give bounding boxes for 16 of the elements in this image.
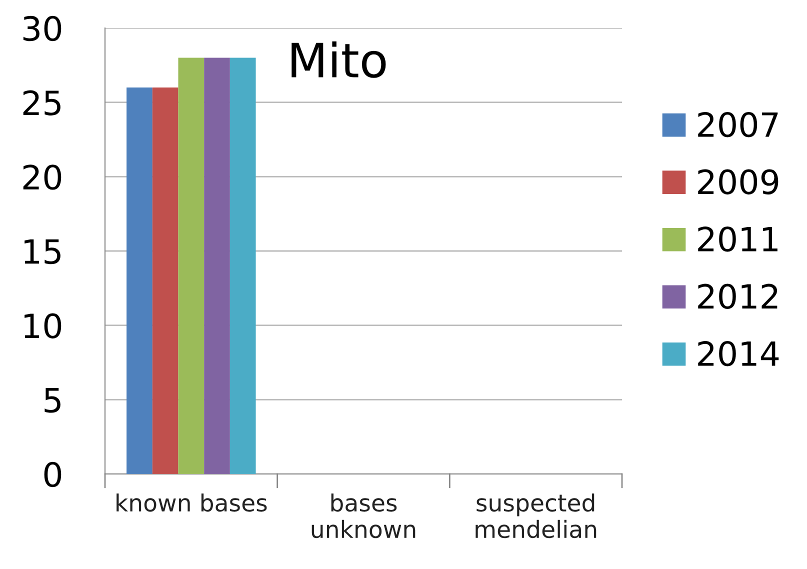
chart-title: Mito [292, 41, 386, 78]
x-tick-label: suspected mendelian [476, 493, 596, 538]
y-tick-label: 5 [44, 388, 60, 413]
y-tick-label: 0 [44, 462, 62, 488]
legend-label: 2009 [698, 169, 778, 194]
y-tick-label: 15 [24, 239, 60, 264]
legend-label: 2014 [698, 341, 779, 366]
y-tick-label: 25 [23, 90, 60, 116]
x-tick-label: bases unknown [312, 493, 416, 538]
legend-label: 2011 [698, 226, 778, 252]
y-tick-label: 30 [23, 16, 62, 42]
y-tick-label: 20 [23, 164, 62, 190]
legend-label: 2012 [698, 284, 778, 310]
x-tick-label: known bases [116, 493, 267, 512]
y-tick-label: 10 [24, 313, 62, 338]
legend-label: 2007 [698, 112, 778, 138]
